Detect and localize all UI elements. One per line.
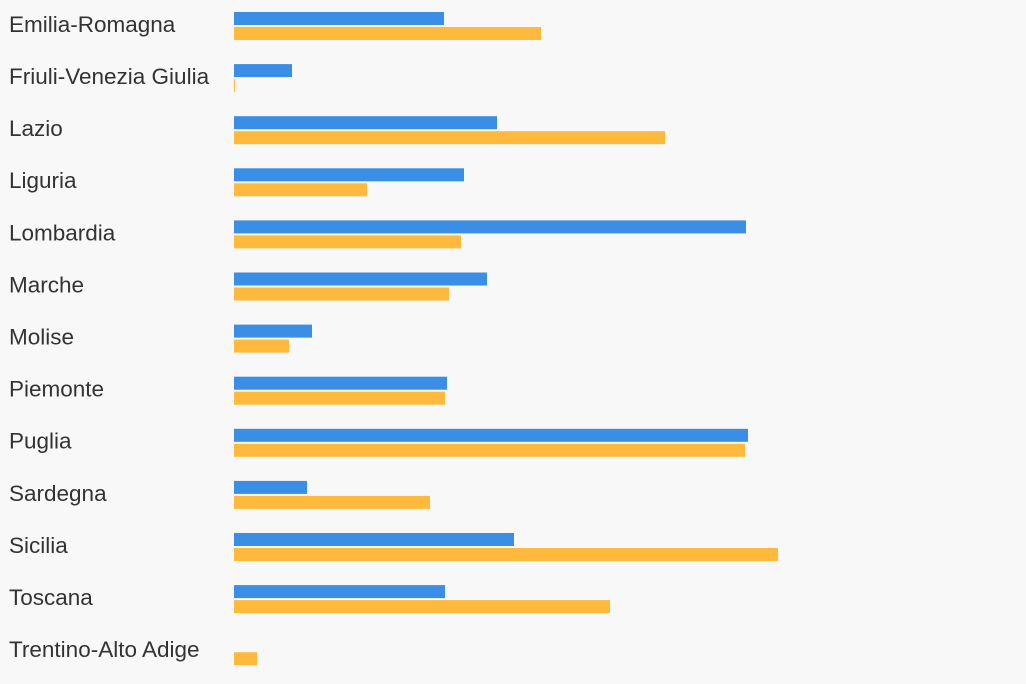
bar-row: Puglia <box>9 429 748 457</box>
bar-row: Lombardia <box>9 220 746 249</box>
bar-row: Marche <box>9 272 487 301</box>
category-label: Friuli-Venezia Giulia <box>9 64 210 89</box>
bar-series-1 <box>234 272 487 286</box>
bar-row: Trentino-Alto Adige <box>9 637 257 666</box>
category-label: Lombardia <box>9 220 116 245</box>
category-label: Sicilia <box>9 533 68 558</box>
bar-series-2 <box>234 287 449 301</box>
bar-row: Sardegna <box>9 481 430 509</box>
bar-series-2 <box>234 600 610 614</box>
bar-series-2 <box>234 131 665 145</box>
category-label: Piemonte <box>9 377 104 402</box>
category-label: Marche <box>9 272 84 297</box>
category-label: Molise <box>9 325 74 350</box>
bar-series-2 <box>234 443 745 457</box>
bar-row: Piemonte <box>9 377 447 405</box>
bar-series-2 <box>234 339 289 353</box>
category-label: Liguria <box>9 168 77 193</box>
category-label: Trentino-Alto Adige <box>9 637 200 662</box>
bar-series-1 <box>234 116 497 130</box>
bar-row: Toscana <box>9 585 610 614</box>
bar-series-1 <box>234 480 307 494</box>
bar-row: Lazio <box>9 116 665 145</box>
bar-series-1 <box>234 12 444 25</box>
category-label: Lazio <box>9 116 63 141</box>
bar-row: Molise <box>9 325 312 353</box>
bar-series-1 <box>234 220 746 234</box>
category-label: Puglia <box>9 429 72 454</box>
bar-series-2 <box>234 391 445 405</box>
bar-series-1 <box>234 64 292 78</box>
category-label: Toscana <box>9 585 93 610</box>
bar-row: Emilia-Romagna <box>9 12 541 40</box>
bar-series-1 <box>234 428 748 442</box>
bar-series-1 <box>234 168 464 182</box>
bar-row: Liguria <box>9 168 464 197</box>
category-label: Sardegna <box>9 481 107 506</box>
bar-series-1 <box>234 585 445 599</box>
bar-series-1 <box>234 533 514 546</box>
bar-row: Friuli-Venezia Giulia <box>9 64 292 93</box>
bar-series-2 <box>234 183 367 197</box>
bar-series-2 <box>234 235 461 249</box>
bar-series-1 <box>234 324 312 338</box>
bar-series-2 <box>234 652 257 666</box>
bar-series-2 <box>234 495 430 509</box>
bar-series-2 <box>234 27 541 40</box>
bar-series-2 <box>234 548 778 561</box>
bar-series-1 <box>234 376 447 390</box>
category-label: Emilia-Romagna <box>9 12 176 37</box>
bar-row: Sicilia <box>9 533 778 561</box>
bar-series-2 <box>234 79 235 93</box>
